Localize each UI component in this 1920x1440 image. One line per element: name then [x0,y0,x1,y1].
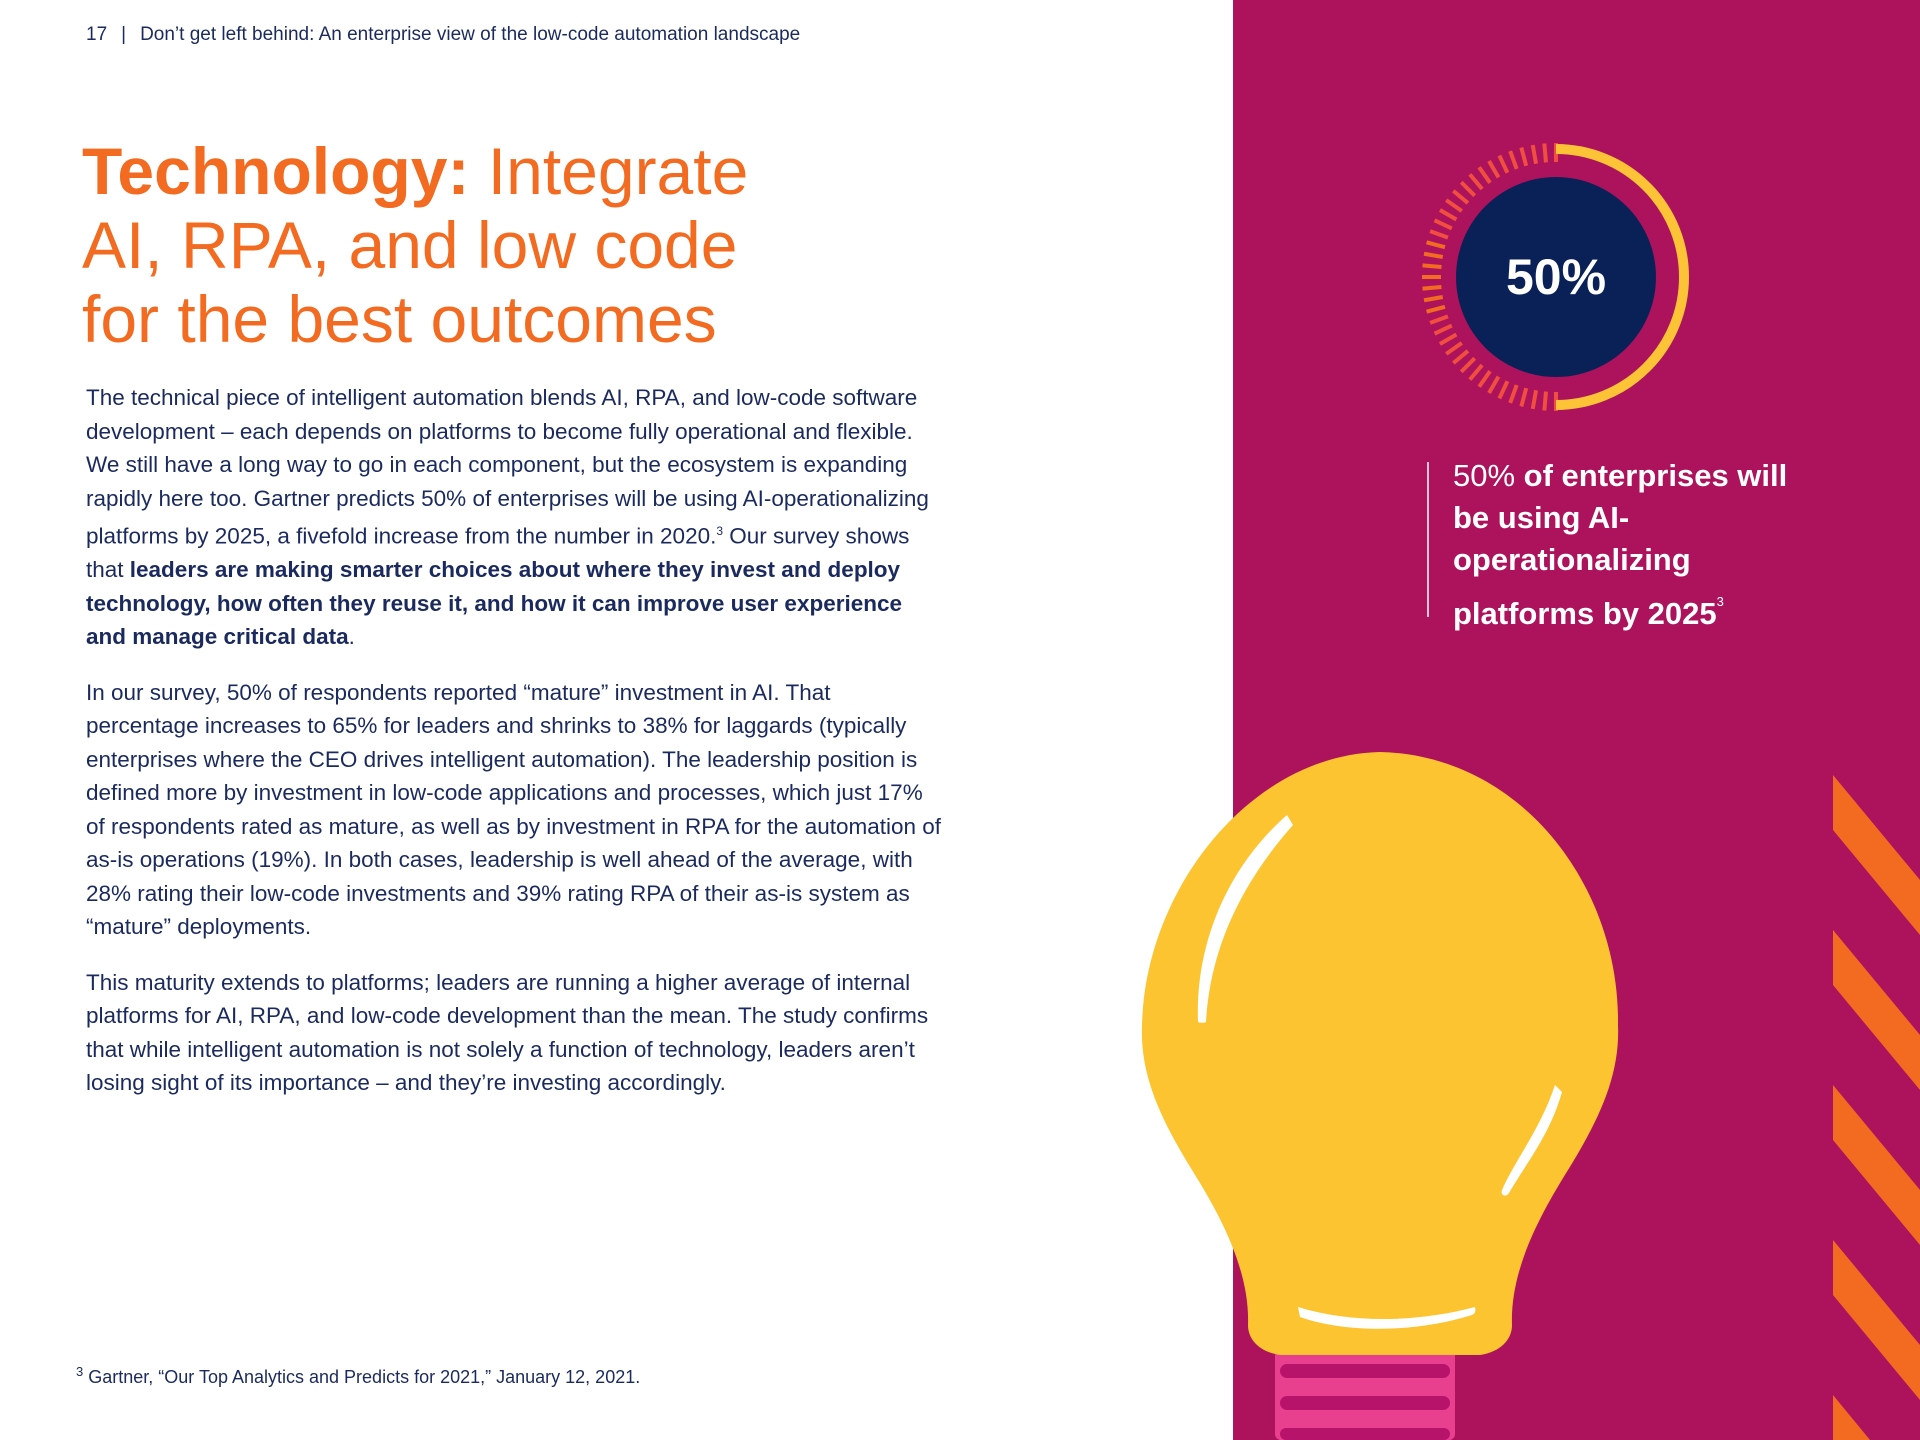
paragraph-1: The technical piece of intelligent autom… [86,381,946,654]
paragraph-3: This maturity extends to platforms; lead… [86,969,929,1096]
ring-tick [1477,166,1492,184]
ring-tick [1468,173,1484,191]
footnote-number: 3 [76,1364,84,1379]
ring-tick [1530,144,1539,165]
ring-tick [1445,341,1463,356]
ring-tick [1423,251,1444,260]
ring-tick [1433,323,1453,336]
ring-tick [1426,240,1446,250]
ring-tick [1508,150,1519,170]
footnote: 3 Gartner, “Our Top Analytics and Predic… [76,1364,640,1388]
title-line-3: for the best outcomes [82,282,717,356]
stat-value: 50% [1505,249,1607,305]
paragraph-1-text: The technical piece of intelligent autom… [86,385,929,549]
bulb-highlight-right [1501,1085,1562,1196]
ring-tick [1519,147,1529,167]
ring-tick [1438,208,1458,222]
ring-tick [1438,332,1458,346]
stat-divider [1427,462,1429,617]
ring-tick [1452,349,1470,365]
page-number: 17 [86,24,108,45]
footnote-text: Gartner, “Our Top Analytics and Predicts… [88,1367,641,1387]
running-header: 17 | Don’t get left behind: An enterprise … [86,24,800,46]
ring-progress-arc [1555,144,1689,410]
ring-tick [1468,363,1484,381]
ring-tick [1445,198,1463,213]
lightbulb-illustration [1141,752,1619,1440]
ring-ticks [1422,143,1558,411]
ring-tick [1459,180,1477,198]
ring-tick [1429,229,1449,240]
ring-tick [1422,285,1442,291]
ring-tick [1426,304,1446,314]
title-line-2: AI, RPA, and low code [82,208,738,282]
ring-tick [1459,356,1477,374]
ring-tick [1452,189,1470,205]
ring-tick [1487,159,1501,179]
bulb-highlight-bottom [1298,1307,1476,1329]
paragraph-2: In our survey, 50% of respondents report… [86,679,942,940]
paragraph-1-bold: leaders are making smarter choices about… [86,557,903,649]
title-line-1: Technology: Integrate [82,134,748,208]
ring-tick [1433,218,1453,231]
footnote-ref: 3 [716,524,724,538]
title-line-1-rest: Integrate [469,134,749,208]
stat-caption-bold: of enterprises will be using AI-operatio… [1453,458,1788,631]
stat-caption-ref: 3 [1716,594,1724,609]
bulb-glass [1141,752,1619,1355]
ring-tick [1497,380,1510,400]
header-separator: | [121,24,127,45]
ring-tick [1487,375,1501,395]
stat-caption-plain: 50% [1453,458,1524,493]
ring-tick [1423,294,1444,303]
ring-tick [1497,154,1510,174]
ring-tick [1429,314,1449,325]
paragraph-1-lead-in: Our survey shows that [86,523,910,583]
ring-tick [1477,370,1492,388]
stat-caption: 50% of enterprises will be using AI-oper… [1453,455,1793,635]
diagonal-stripes [1833,775,1920,1440]
ring-tick [1422,263,1442,269]
stat-circle [1456,177,1656,377]
stat-ring [1422,143,1689,411]
document-title: Don’t get left behind: An enterprise vie… [140,24,801,45]
ring-tick [1530,389,1539,410]
section-title: Technology: Integrate AI, RPA, and low c… [82,134,748,356]
ring-tick [1542,391,1548,411]
bulb-highlight-left [1197,815,1293,1023]
body-text: The technical piece of intelligent autom… [86,381,946,1122]
ring-tick [1519,387,1529,407]
title-bold-part: Technology: [82,134,470,208]
ring-tick [1542,143,1548,163]
ring-tick [1508,384,1519,404]
paragraph-1-end: . [348,624,355,649]
